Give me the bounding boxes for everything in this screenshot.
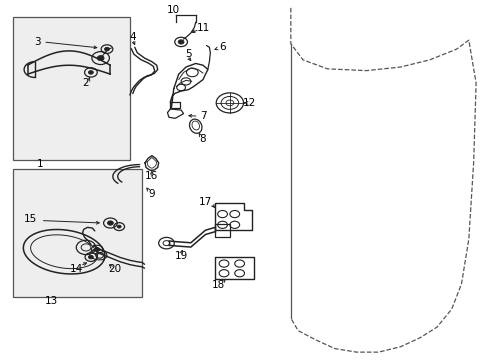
Text: 14: 14 bbox=[69, 264, 83, 274]
Text: 13: 13 bbox=[45, 296, 59, 306]
Text: 20: 20 bbox=[108, 264, 122, 274]
Text: 6: 6 bbox=[219, 42, 225, 52]
Circle shape bbox=[178, 40, 183, 44]
Text: 3: 3 bbox=[34, 37, 41, 47]
Text: 11: 11 bbox=[196, 23, 209, 33]
Bar bbox=[13, 169, 142, 297]
Text: 12: 12 bbox=[242, 98, 256, 108]
Text: 19: 19 bbox=[174, 251, 187, 261]
Circle shape bbox=[95, 248, 100, 251]
Text: 2: 2 bbox=[82, 78, 89, 88]
Bar bbox=[215, 224, 229, 237]
Bar bbox=[13, 17, 130, 160]
Text: 7: 7 bbox=[199, 111, 206, 121]
Text: 15: 15 bbox=[23, 215, 37, 224]
Text: 18: 18 bbox=[212, 280, 225, 290]
Circle shape bbox=[88, 255, 93, 259]
Text: 17: 17 bbox=[199, 197, 212, 207]
Text: 5: 5 bbox=[185, 49, 191, 59]
Text: 10: 10 bbox=[167, 5, 180, 15]
Circle shape bbox=[107, 221, 113, 225]
Circle shape bbox=[97, 55, 104, 60]
Text: 1: 1 bbox=[36, 159, 43, 169]
Text: 8: 8 bbox=[199, 134, 206, 144]
Text: 9: 9 bbox=[148, 189, 155, 199]
Text: 16: 16 bbox=[145, 171, 158, 181]
Circle shape bbox=[117, 225, 121, 228]
Circle shape bbox=[88, 71, 93, 74]
Text: 4: 4 bbox=[129, 32, 135, 41]
Circle shape bbox=[104, 47, 109, 51]
